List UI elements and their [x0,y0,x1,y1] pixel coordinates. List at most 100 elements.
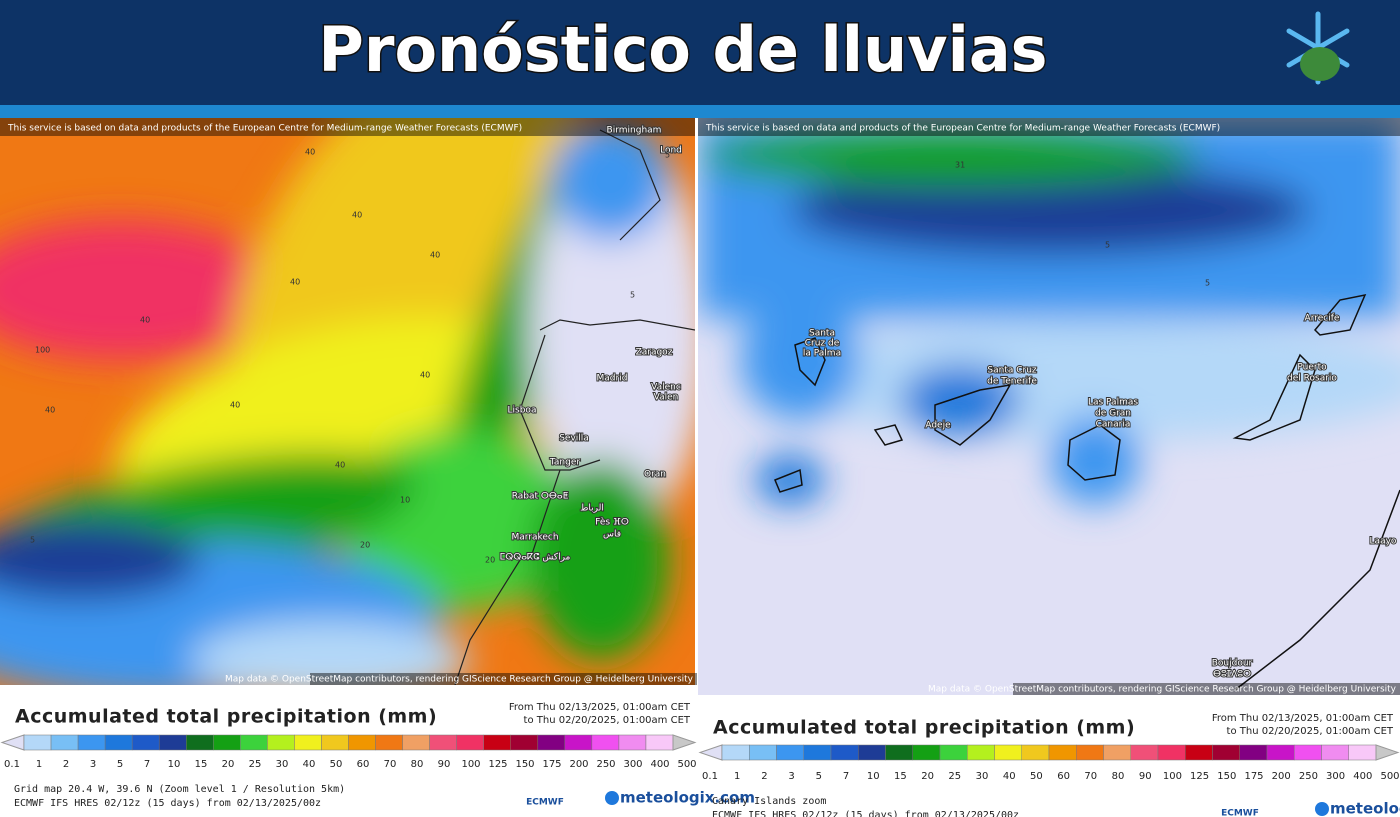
place-label: Lisboa [508,406,537,416]
scale-box [749,744,777,761]
scale-box [348,734,376,751]
place-label: la Palma [803,349,841,359]
header-stripe [0,105,1400,118]
scale-start [698,744,723,761]
scale-label: 500 [677,759,696,770]
contour-label: 5 [1105,241,1110,250]
scale-label: 30 [276,759,289,770]
scale-box [104,734,133,751]
contour-label: 40 [305,148,315,157]
scale-end [1375,744,1400,761]
scale-box [186,734,214,751]
scale-box [939,744,968,761]
legend-title: Accumulated total precipitation (mm) [713,717,1135,739]
place-label: Birmingham [607,126,662,136]
scale-label: 0.1 [702,771,718,782]
place-label: Valenc [651,383,681,393]
scale-box [1157,744,1186,761]
meteologix-logo: meteologix.com [1330,800,1400,817]
page-title: Pronóstico de lluvias [318,13,1047,86]
scale-box [50,734,79,751]
scale-label: 400 [1353,771,1372,782]
logo-dot [605,791,619,805]
place-label: Santa Cruz [987,366,1037,376]
scale-label: 150 [1217,771,1236,782]
scale-label: 90 [438,759,451,770]
logo-dot [1315,802,1329,816]
scale-label: 70 [384,759,397,770]
place-label: de Gran [1095,409,1131,419]
contour-label: 40 [430,251,440,260]
scale-label: 20 [921,771,934,782]
scale-label: 400 [650,759,669,770]
scale-label: 50 [330,759,343,770]
scale-box [1185,744,1213,761]
scale-box [1130,744,1159,761]
scale-box [645,734,674,751]
credit-bg [1013,683,1400,695]
contour-label: 31 [955,161,965,170]
place-label: Las Palmas [1088,398,1138,408]
place-label: الرباط [580,504,604,514]
scale-box [591,734,620,751]
place-label: Zaragoz [636,348,673,358]
scale-box [158,734,187,751]
scale-label: 60 [357,759,370,770]
scale-label: 175 [542,759,561,770]
date-to: to Thu 02/20/2025, 01:00am CET [524,715,691,726]
scale-label: 10 [168,759,181,770]
scale-label: 15 [195,759,208,770]
logo-icon [1286,11,1350,85]
place-label: Oran [644,470,666,480]
scale-label: 80 [411,759,424,770]
contour-label: 5 [1205,279,1210,288]
scale-box [994,744,1022,761]
place-label: Puerto [1297,363,1327,373]
scale-box [912,744,941,761]
scale-label: 100 [461,759,480,770]
legend-title: Accumulated total precipitation (mm) [15,706,437,728]
place-label: Lond [660,146,682,156]
scale-label: 7 [843,771,849,782]
scale-box [23,734,52,751]
scale-label: 250 [596,759,615,770]
place-label: Fès ⴼⵙ [595,517,629,528]
scale-box [1212,744,1240,761]
scale-label: 0.1 [4,759,20,770]
scale-label: 25 [948,771,961,782]
scale-box [1076,744,1104,761]
footer-line: ECMWF IFS HRES 02/12z (15 days) from 02/… [14,798,321,809]
scale-box [858,744,886,761]
scale-box [402,734,430,751]
scale-label: 15 [894,771,907,782]
contour-label: 100 [35,346,50,355]
credit-bg [310,673,697,685]
scale-box [1048,744,1077,761]
scale-box [564,734,593,751]
attribution-bg [698,118,1400,136]
place-label: فاس [603,530,621,540]
footer-line: ECMWF IFS HRES 02/12z (15 days) from 02/… [712,810,1019,817]
footer-line: Canary Islands zoom [712,796,826,807]
scale-label: 2 [761,771,767,782]
contour-label: 40 [45,406,55,415]
place-label: Marrakech [511,533,558,543]
scale-label: 2 [63,759,69,770]
contour-label: 20 [360,541,370,550]
contour-label: 5 [30,536,35,545]
scale-label: 20 [222,759,235,770]
scale-label: 150 [515,759,534,770]
place-label: Cruz de [805,339,840,349]
scale-label: 300 [1326,771,1345,782]
contour-label: 40 [230,401,240,410]
scale-label: 175 [1244,771,1263,782]
scale-label: 3 [90,759,96,770]
contour-label: 40 [352,211,362,220]
ecmwf-logo: ECMWF [526,798,564,808]
scale-box [483,734,512,751]
map-credit: Map data © OpenStreetMap contributors, r… [928,685,1397,695]
scale-label: 250 [1299,771,1318,782]
scale-label: 5 [117,759,123,770]
attribution: This service is based on data and produc… [705,124,1220,134]
map-right [698,118,1400,695]
